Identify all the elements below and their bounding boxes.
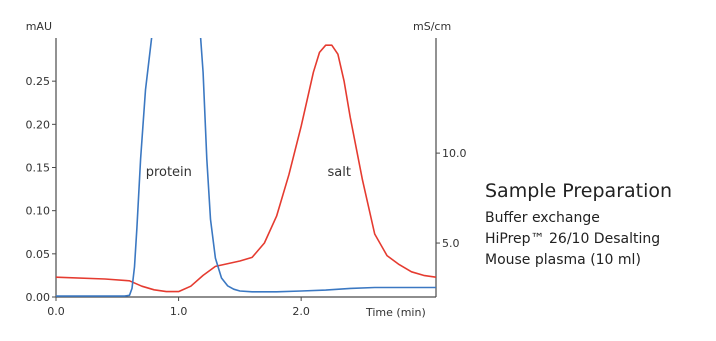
x-axis-label: Time (min) <box>365 306 426 319</box>
x-ticks: 0.0 1.0 2.0 <box>47 297 310 318</box>
left-y-tick-label: 0.00 <box>26 291 51 304</box>
left-y-tick-label: 0.25 <box>26 75 51 88</box>
salt-annotation: salt <box>327 165 350 180</box>
right-y-tick-label: 5.0 <box>442 237 460 250</box>
info-panel: Sample Preparation Buffer exchange HiPre… <box>485 180 672 271</box>
left-y-ticks: 0.00 0.05 0.10 0.15 0.20 0.25 <box>26 75 56 304</box>
salt-series-line <box>56 44 436 293</box>
x-tick-label: 2.0 <box>292 305 310 318</box>
info-line-sample: Mouse plasma (10 ml) <box>485 252 641 268</box>
protein-series-line <box>56 38 436 297</box>
right-axis-label: mS/cm <box>413 20 451 33</box>
right-y-tick-label: 10.0 <box>442 147 467 160</box>
left-y-tick-label: 0.10 <box>26 205 51 218</box>
left-y-tick-label: 0.05 <box>26 248 51 261</box>
left-y-tick-label: 0.15 <box>26 162 51 175</box>
right-y-ticks: 5.0 10.0 <box>436 147 467 250</box>
info-title: Sample Preparation <box>485 180 673 202</box>
x-tick-label: 1.0 <box>170 305 188 318</box>
x-tick-label: 0.0 <box>47 305 65 318</box>
protein-annotation: protein <box>146 165 192 180</box>
left-axis-label: mAU <box>26 20 52 33</box>
left-y-tick-label: 0.20 <box>26 118 51 131</box>
info-line-buffer: Buffer exchange <box>485 210 600 226</box>
info-line-column: HiPrep™ 26/10 Desalting <box>485 231 661 247</box>
